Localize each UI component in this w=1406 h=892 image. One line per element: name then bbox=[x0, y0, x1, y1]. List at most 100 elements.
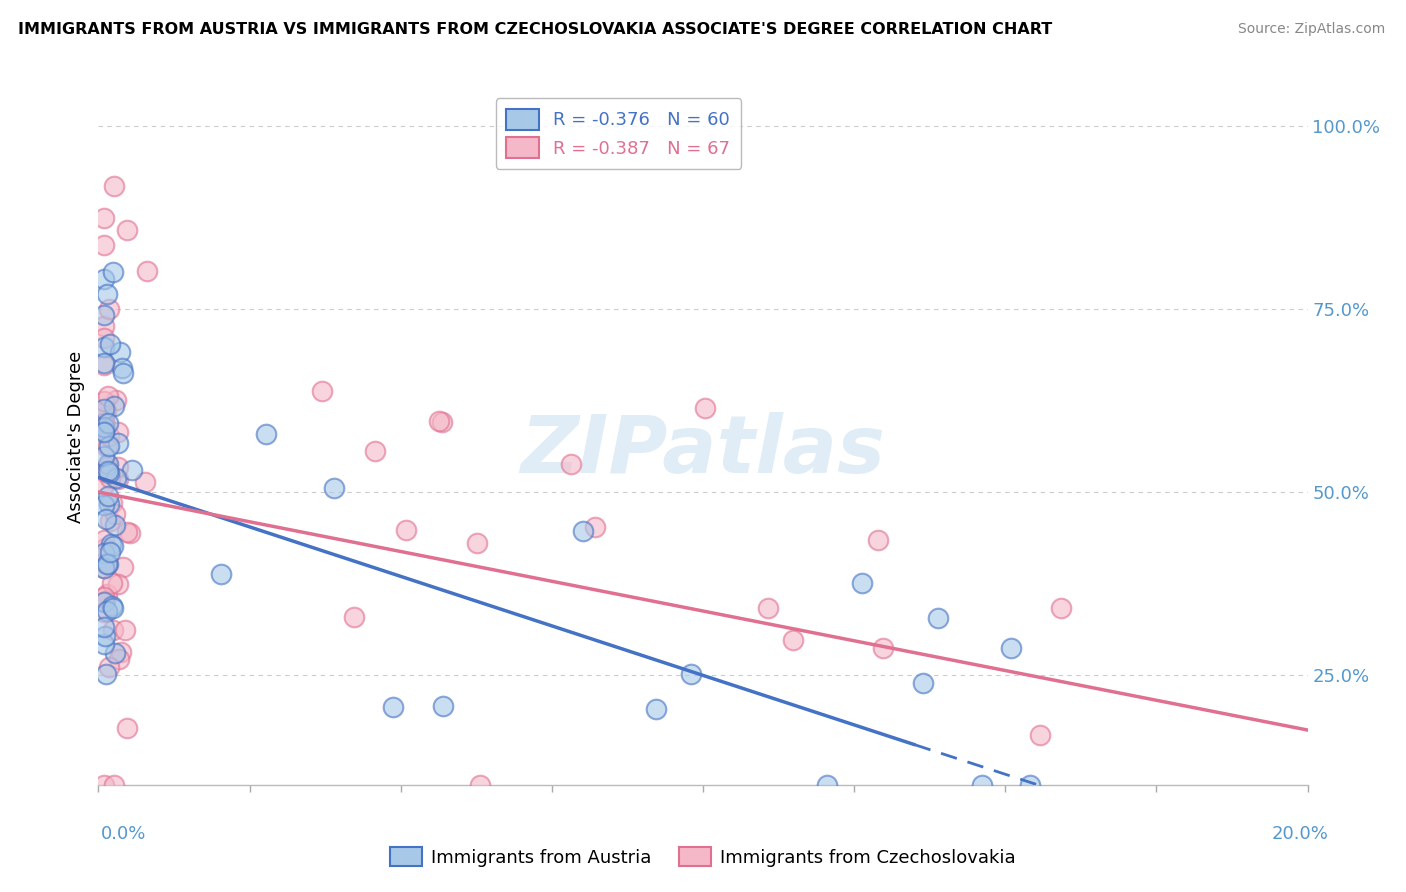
Point bbox=[93, 590, 115, 604]
Point bbox=[343, 610, 366, 624]
Point bbox=[927, 611, 949, 625]
Point bbox=[93, 308, 115, 322]
Point bbox=[94, 541, 117, 555]
Point bbox=[323, 481, 346, 495]
Point bbox=[93, 410, 115, 425]
Point bbox=[110, 645, 132, 659]
Point bbox=[93, 358, 115, 372]
Point bbox=[93, 330, 115, 344]
Point bbox=[560, 457, 582, 471]
Point bbox=[97, 416, 120, 430]
Point bbox=[93, 778, 115, 792]
Point bbox=[93, 318, 115, 333]
Point bbox=[111, 366, 134, 380]
Point bbox=[104, 517, 127, 532]
Point bbox=[430, 415, 453, 429]
Point bbox=[93, 595, 115, 609]
Point bbox=[572, 524, 595, 538]
Point bbox=[1000, 641, 1022, 656]
Point bbox=[97, 466, 120, 480]
Point bbox=[911, 676, 934, 690]
Point bbox=[104, 646, 127, 660]
Point bbox=[395, 523, 418, 537]
Point bbox=[101, 623, 124, 637]
Point bbox=[121, 462, 143, 476]
Point bbox=[93, 629, 115, 643]
Point bbox=[115, 525, 138, 540]
Point bbox=[103, 399, 125, 413]
Point bbox=[311, 384, 333, 399]
Point bbox=[364, 443, 387, 458]
Point bbox=[1019, 778, 1042, 792]
Point bbox=[93, 557, 115, 571]
Point bbox=[98, 498, 121, 512]
Point bbox=[645, 702, 668, 716]
Point bbox=[93, 425, 115, 439]
Point bbox=[693, 401, 716, 415]
Point bbox=[93, 620, 115, 634]
Point bbox=[93, 594, 115, 608]
Point bbox=[93, 464, 115, 478]
Text: IMMIGRANTS FROM AUSTRIA VS IMMIGRANTS FROM CZECHOSLOVAKIA ASSOCIATE'S DEGREE COR: IMMIGRANTS FROM AUSTRIA VS IMMIGRANTS FR… bbox=[18, 22, 1053, 37]
Point bbox=[427, 413, 450, 427]
Point bbox=[1050, 601, 1073, 615]
Point bbox=[817, 778, 839, 792]
Point bbox=[382, 699, 405, 714]
Point bbox=[93, 425, 115, 439]
Point bbox=[583, 519, 606, 533]
Point bbox=[104, 507, 127, 521]
Point bbox=[97, 301, 120, 316]
Point bbox=[93, 637, 115, 651]
Point bbox=[100, 537, 122, 551]
Point bbox=[93, 356, 115, 370]
Point bbox=[468, 778, 491, 792]
Point bbox=[93, 237, 115, 252]
Point bbox=[93, 340, 115, 354]
Point bbox=[93, 401, 115, 416]
Point bbox=[93, 546, 115, 560]
Point bbox=[107, 425, 129, 439]
Legend: Immigrants from Austria, Immigrants from Czechoslovakia: Immigrants from Austria, Immigrants from… bbox=[382, 840, 1024, 874]
Point bbox=[93, 417, 115, 431]
Point bbox=[108, 344, 131, 359]
Point bbox=[756, 600, 779, 615]
Y-axis label: Associate's Degree: Associate's Degree bbox=[66, 351, 84, 524]
Point bbox=[96, 587, 118, 601]
Point bbox=[93, 561, 115, 575]
Text: ZIPatlas: ZIPatlas bbox=[520, 412, 886, 490]
Point bbox=[103, 178, 125, 193]
Point bbox=[679, 667, 702, 681]
Point bbox=[872, 641, 894, 656]
Point bbox=[254, 427, 277, 442]
Point bbox=[93, 272, 115, 286]
Point bbox=[93, 394, 115, 409]
Point bbox=[107, 460, 129, 475]
Point bbox=[98, 544, 121, 558]
Point bbox=[103, 265, 125, 279]
Point bbox=[96, 667, 118, 681]
Point bbox=[98, 471, 121, 485]
Text: 20.0%: 20.0% bbox=[1272, 825, 1329, 843]
Point bbox=[972, 778, 994, 792]
Point bbox=[115, 721, 138, 735]
Point bbox=[1029, 728, 1052, 742]
Point bbox=[465, 535, 488, 549]
Point bbox=[100, 599, 122, 614]
Point bbox=[93, 420, 115, 434]
Point bbox=[96, 441, 118, 455]
Point bbox=[107, 652, 129, 666]
Point bbox=[93, 560, 115, 574]
Point bbox=[96, 604, 118, 618]
Point bbox=[107, 472, 129, 486]
Point bbox=[101, 601, 124, 615]
Point bbox=[98, 439, 121, 453]
Point bbox=[101, 575, 124, 590]
Point bbox=[93, 450, 115, 464]
Point bbox=[93, 498, 115, 512]
Point bbox=[96, 460, 118, 475]
Point bbox=[96, 558, 118, 572]
Point bbox=[94, 512, 117, 526]
Point bbox=[96, 286, 118, 301]
Point bbox=[98, 660, 121, 674]
Point bbox=[93, 477, 115, 491]
